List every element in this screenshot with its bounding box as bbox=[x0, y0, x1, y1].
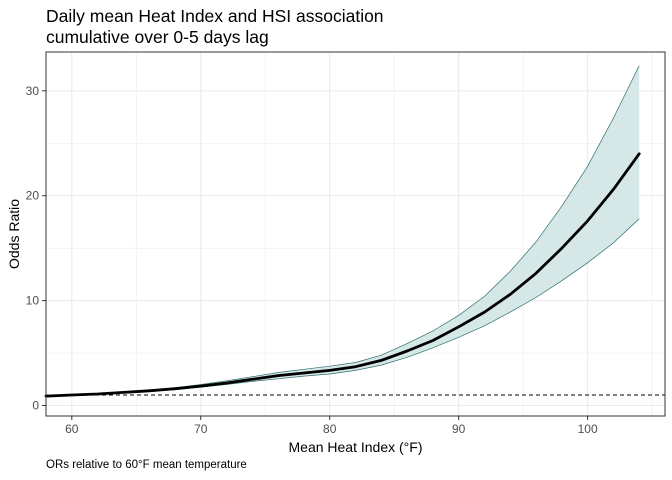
x-tick-label: 60 bbox=[65, 422, 79, 436]
x-tick-label: 70 bbox=[194, 422, 208, 436]
y-axis: 0 10 20 30 bbox=[26, 84, 46, 413]
x-axis-title: Mean Heat Index (°F) bbox=[289, 439, 423, 455]
chart-title: Daily mean Heat Index and HSI associatio… bbox=[46, 6, 384, 48]
y-tick-label: 20 bbox=[26, 189, 40, 203]
chart-caption: ORs relative to 60°F mean temperature bbox=[46, 459, 247, 471]
x-axis: 60 70 80 90 100 bbox=[65, 416, 598, 436]
confidence-band-fill bbox=[46, 65, 640, 397]
panel-border bbox=[45, 51, 666, 417]
chart-title-line-1: Daily mean Heat Index and HSI associatio… bbox=[46, 6, 384, 26]
series-line bbox=[44, 152, 641, 398]
x-tick-label: 90 bbox=[452, 422, 466, 436]
y-axis-title: Odds Ratio bbox=[6, 199, 22, 269]
odds-ratio-line bbox=[44, 152, 641, 398]
y-tick-label: 0 bbox=[32, 399, 39, 413]
confidence-band bbox=[45, 65, 640, 397]
y-tick-label: 30 bbox=[26, 84, 40, 98]
x-tick-label: 100 bbox=[578, 422, 598, 436]
chart-title-line-2: cumulative over 0-5 days lag bbox=[46, 27, 269, 47]
x-tick-label: 80 bbox=[323, 422, 337, 436]
y-tick-label: 10 bbox=[26, 294, 40, 308]
